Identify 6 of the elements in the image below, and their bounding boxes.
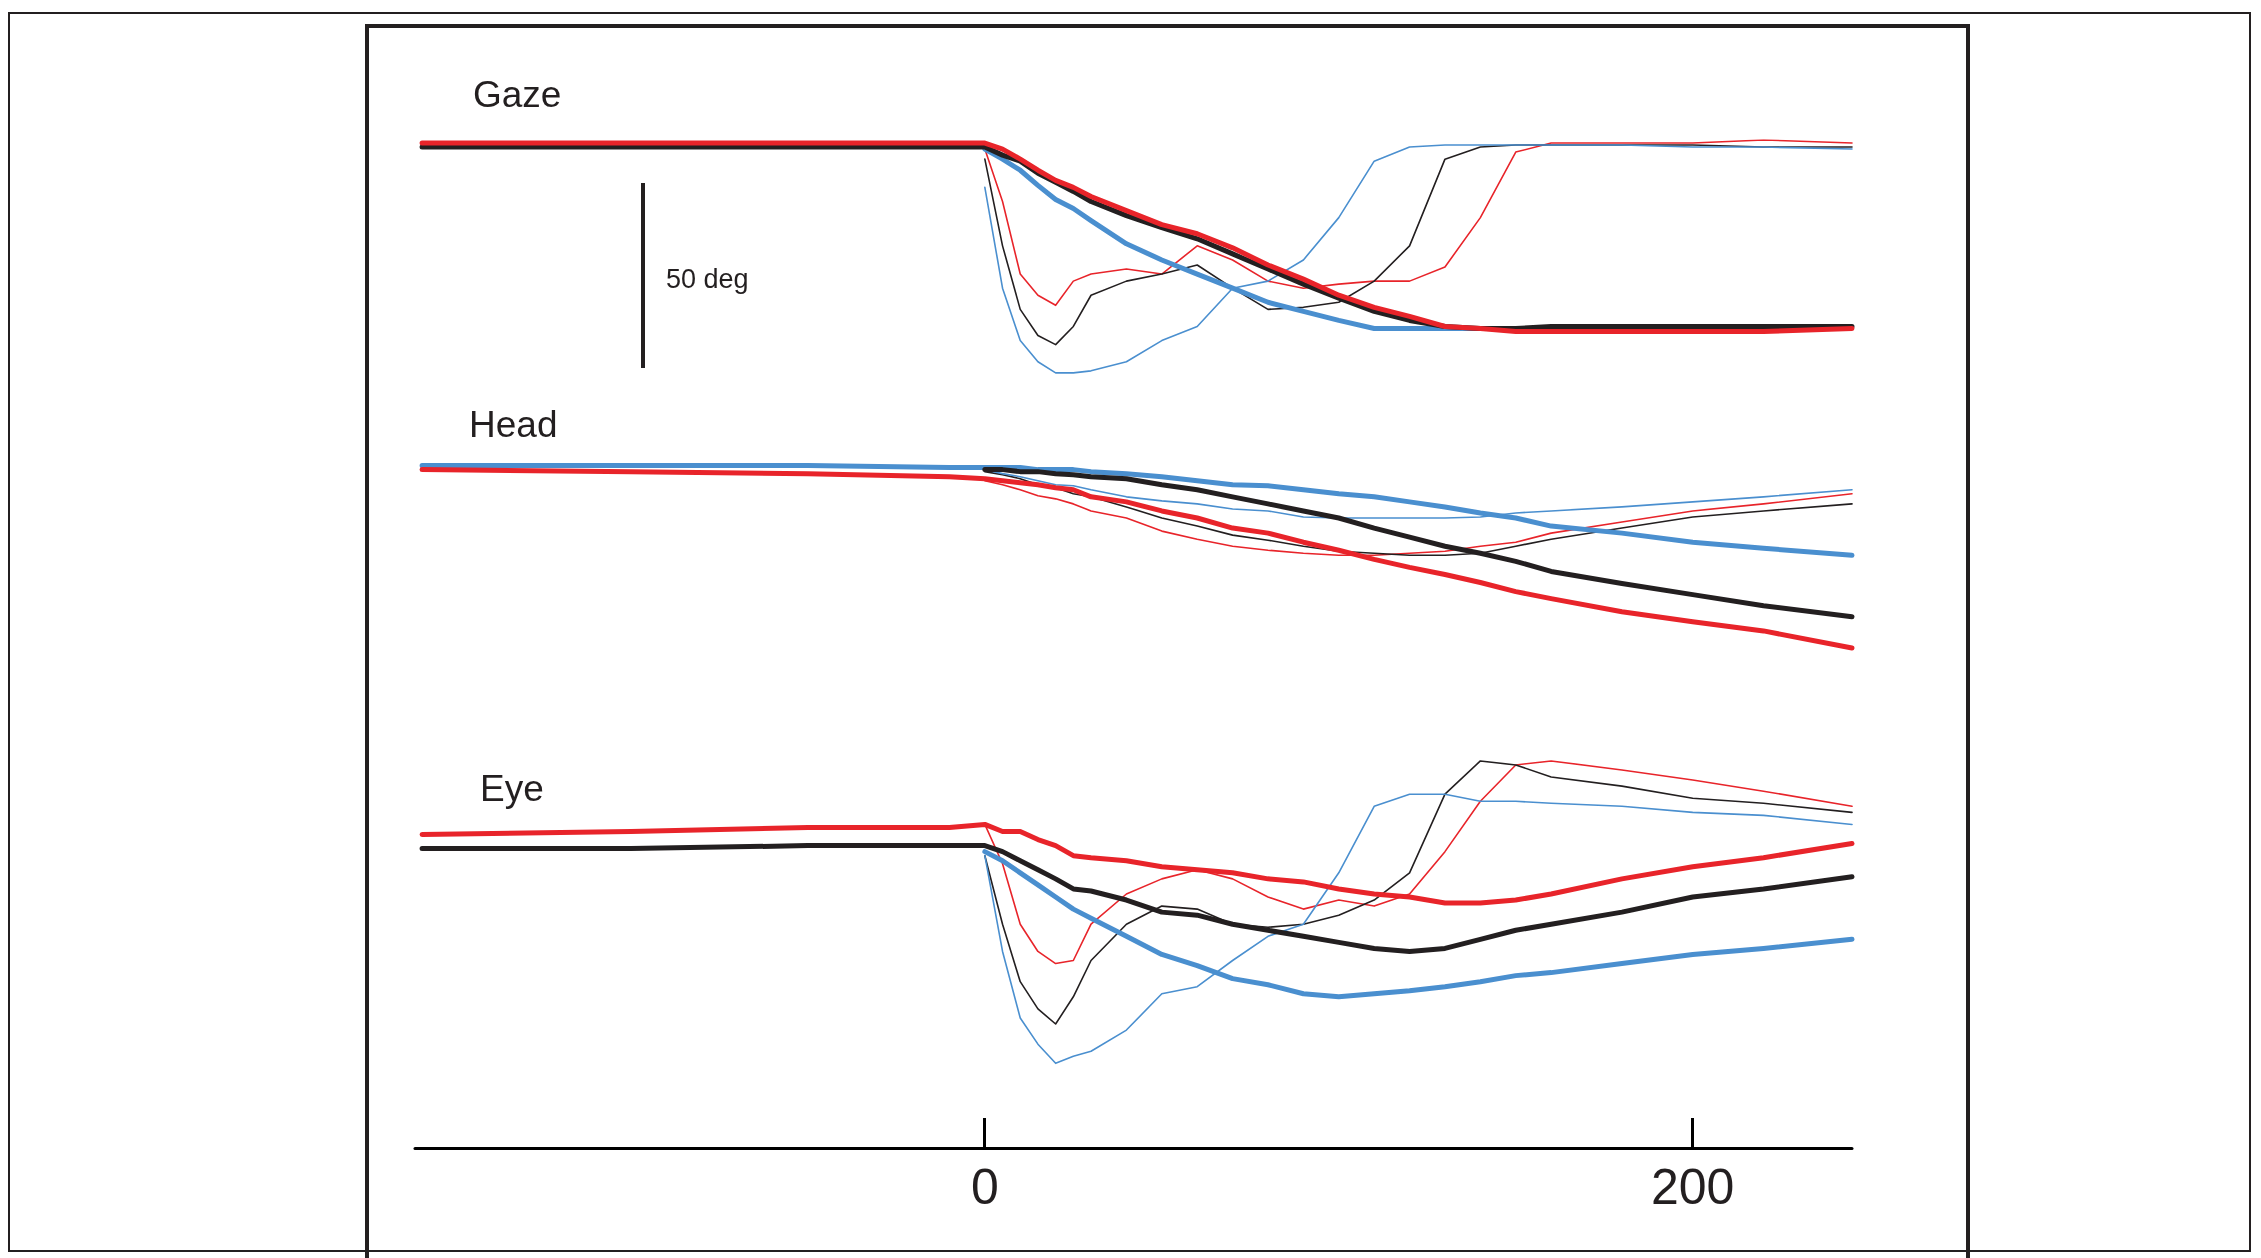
annotation: 50 deg (666, 263, 749, 294)
annotation: Head (469, 404, 558, 445)
text: Gaze (473, 74, 562, 115)
x-tick-label: 0 (970, 1159, 999, 1215)
annotation: Eye (480, 768, 544, 809)
x-tick-label: 200 (1651, 1159, 1735, 1215)
